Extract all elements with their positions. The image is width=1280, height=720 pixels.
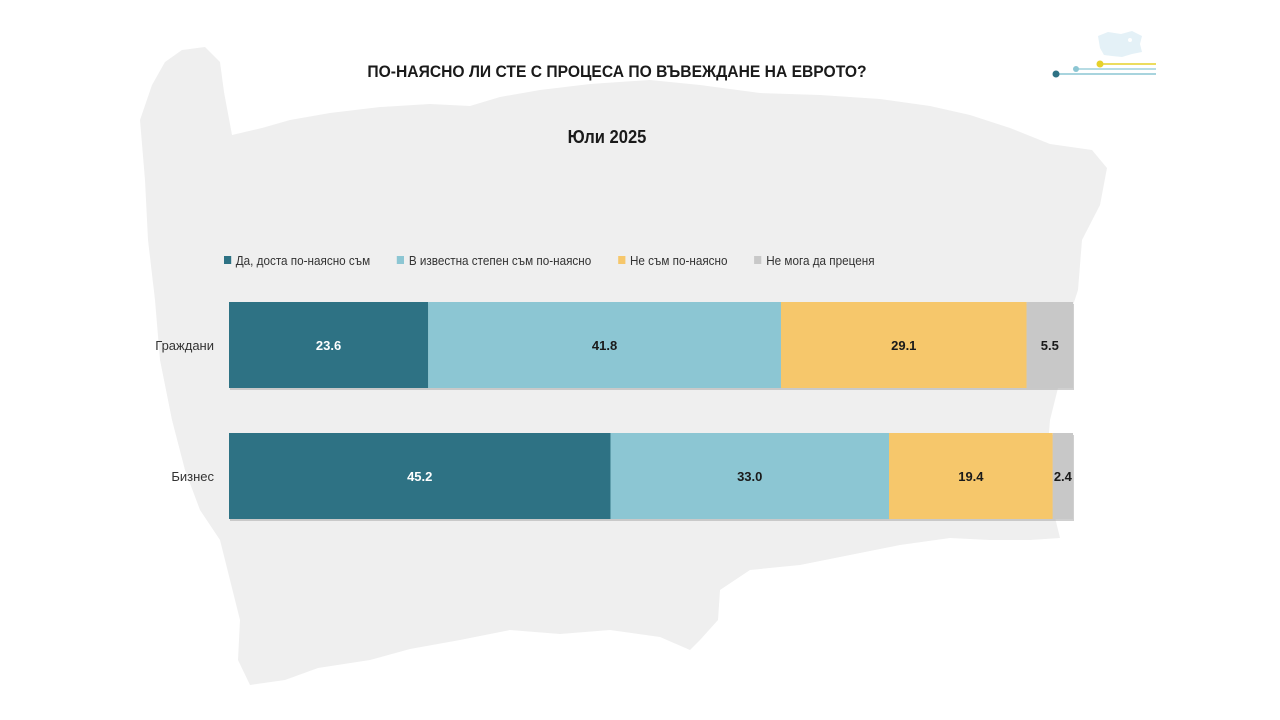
chart-title: ПО-НАЯСНО ЛИ СТЕ С ПРОЦЕСА ПО ВЪВЕЖДАНЕ … xyxy=(367,62,867,81)
legend-label-yes: Да, доста по-наясно съм xyxy=(235,252,371,268)
data-label: 5.5 xyxy=(1041,338,1059,353)
data-label: 23.6 xyxy=(316,338,341,353)
chart-subtitle: Юли 2025 xyxy=(567,127,647,147)
data-label: 29.1 xyxy=(891,338,916,353)
legend-label-cannot-judge: Не мога да преценя xyxy=(766,252,875,268)
bar-segment xyxy=(1026,302,1073,388)
category-label: Бизнес xyxy=(171,469,214,484)
legend: Да, доста по-наясно съм В известна степе… xyxy=(224,251,902,269)
legend-item-somewhat: В известна степен съм по-наясно xyxy=(397,253,591,268)
legend-item-cannot-judge: Не мога да преценя xyxy=(754,252,875,268)
bar-segment xyxy=(229,302,429,388)
data-label: 2.4 xyxy=(1054,469,1073,484)
bulgaria-map-logo-icon xyxy=(1098,31,1142,57)
legend-label-no: Не съм по-наясно xyxy=(629,252,728,268)
logo xyxy=(1052,31,1156,78)
data-label: 45.2 xyxy=(407,469,432,484)
bar-segment xyxy=(229,433,611,519)
legend-label-somewhat: В известна степен съм по-наясно xyxy=(408,252,592,268)
bar-segment xyxy=(1052,433,1073,519)
legend-swatch-no xyxy=(618,256,626,264)
data-label: 41.8 xyxy=(592,338,617,353)
bar-segment xyxy=(780,302,1027,388)
legend-swatch-somewhat xyxy=(397,256,405,264)
legend-item-no: Не съм по-наясно xyxy=(618,253,727,268)
legend-item-yes: Да, доста по-наясно съм xyxy=(224,253,370,268)
category-label: Граждани xyxy=(155,338,214,353)
data-label: 19.4 xyxy=(958,469,984,484)
bar-segment xyxy=(610,433,890,519)
legend-swatch-cannot-judge xyxy=(754,256,762,264)
bar-segment xyxy=(889,433,1053,519)
data-label: 33.0 xyxy=(737,469,762,484)
legend-swatch-yes xyxy=(224,256,232,264)
bar-segment xyxy=(428,302,781,388)
